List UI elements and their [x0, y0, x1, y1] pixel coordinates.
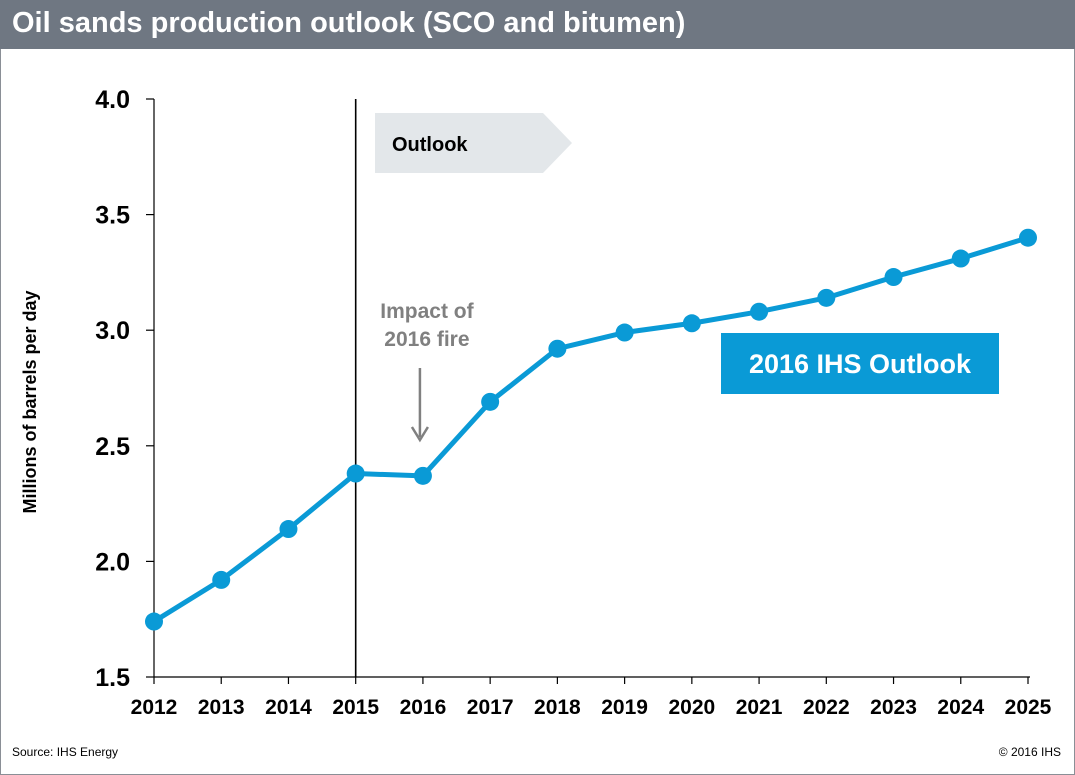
series-point — [481, 392, 500, 411]
series-point — [212, 570, 231, 589]
source-note: Source: IHS Energy — [12, 745, 119, 759]
y-tick-label: 3.5 — [95, 202, 130, 230]
x-tick-label: 2021 — [736, 696, 783, 719]
y-axis-title: Millions of barrels per day — [20, 290, 40, 513]
series-point — [750, 302, 769, 321]
series-point — [615, 323, 634, 342]
x-tick-label: 2013 — [198, 696, 245, 719]
x-tick-label: 2020 — [668, 696, 715, 719]
series-point — [1019, 228, 1037, 247]
title-bar: Oil sands production outlook (SCO and bi… — [0, 0, 1075, 49]
x-tick-label: 2023 — [870, 696, 917, 719]
x-tick-label: 2016 — [400, 696, 447, 719]
y-tick-label: 1.5 — [95, 664, 130, 692]
series-point — [548, 339, 567, 358]
series-point — [817, 288, 836, 307]
impact-label-line2: 2016 fire — [384, 328, 469, 351]
series-point — [951, 249, 970, 268]
y-tick-label: 3.0 — [95, 317, 130, 345]
x-tick-label: 2022 — [803, 696, 850, 719]
outlook-arrow-shape — [375, 113, 572, 173]
y-tick-label: 2.0 — [95, 548, 130, 576]
x-tick-label: 2018 — [534, 696, 581, 719]
x-tick-label: 2015 — [332, 696, 379, 719]
impact-label-line1: Impact of — [380, 300, 474, 323]
x-tick-label: 2012 — [131, 696, 178, 719]
x-tick-label: 2017 — [467, 696, 514, 719]
series-point — [884, 268, 903, 287]
series-point — [346, 464, 365, 483]
x-tick-label: 2025 — [1005, 696, 1052, 719]
series-label-box — [721, 333, 999, 394]
series-label-text: 2016 IHS Outlook — [749, 349, 972, 379]
outlook-arrow-label: Outlook — [392, 134, 468, 156]
y-tick-label: 2.5 — [95, 433, 130, 461]
copyright-note: © 2016 IHS — [998, 745, 1061, 759]
x-tick-label: 2024 — [937, 696, 984, 719]
series-point — [413, 466, 432, 485]
series-point — [682, 314, 701, 333]
series-point — [279, 520, 298, 539]
series-point — [145, 612, 163, 631]
impact-arrow-head — [410, 426, 429, 443]
x-tick-label: 2014 — [265, 696, 312, 719]
x-tick-label: 2019 — [601, 696, 648, 719]
chart-title: Oil sands production outlook (SCO and bi… — [12, 7, 686, 39]
series-line — [152, 235, 1029, 624]
y-tick-label: 4.0 — [95, 86, 130, 114]
